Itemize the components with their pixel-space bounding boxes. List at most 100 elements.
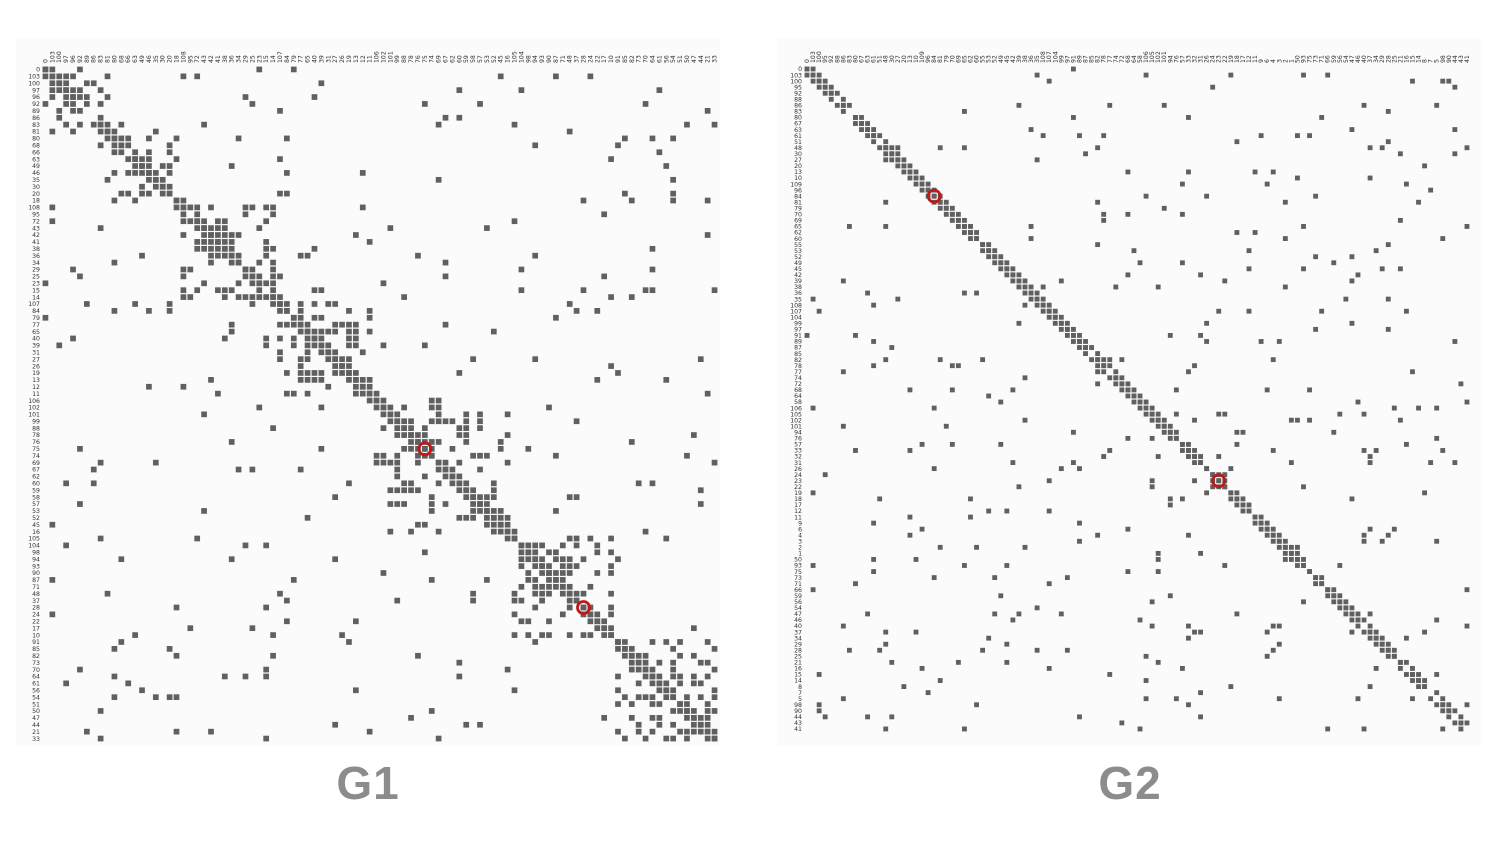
matrix-cell: [1252, 514, 1258, 520]
matrix-cell: [77, 107, 83, 114]
column-tick-label: 58: [1137, 55, 1144, 63]
matrix-cell: [152, 183, 159, 190]
column-tick-label: 102: [1155, 51, 1162, 63]
column-tick-label: 108: [180, 51, 187, 63]
matrix-cell: [111, 308, 118, 314]
matrix-cell: [449, 466, 456, 473]
matrix-cell: [208, 245, 214, 252]
row-tick-label: 107: [790, 308, 802, 315]
column-tick-label: 93: [539, 55, 546, 63]
matrix-cell: [587, 73, 594, 80]
matrix-cell: [1301, 557, 1306, 562]
matrix-cell: [1119, 720, 1125, 726]
matrix-cell: [56, 87, 63, 93]
matrix-cell: [1391, 653, 1397, 659]
row-tick-label: 28: [794, 647, 802, 654]
matrix-cell: [256, 287, 263, 294]
matrix-cell: [962, 230, 967, 235]
matrix-cell: [484, 521, 490, 528]
matrix-cell: [463, 721, 470, 728]
row-tick-label: 42: [794, 272, 802, 279]
column-tick-label: 13: [353, 55, 360, 63]
matrix-cell: [504, 411, 511, 418]
matrix-cell: [804, 72, 810, 78]
matrix-cell: [1379, 538, 1385, 544]
matrix-cell: [532, 639, 539, 645]
matrix-cell: [387, 411, 394, 418]
matrix-cell: [608, 625, 614, 632]
matrix-cell: [456, 487, 463, 494]
matrix-cell: [49, 611, 56, 618]
matrix-cell: [359, 390, 366, 397]
row-tick-label: 4: [798, 532, 802, 539]
matrix-cell: [97, 708, 104, 714]
matrix-cell: [992, 254, 998, 260]
matrix-cell: [1058, 314, 1064, 320]
column-tick-label: 20: [167, 55, 174, 63]
matrix-cell: [325, 383, 332, 390]
matrix-cell: [1198, 629, 1203, 635]
matrix-cell: [435, 418, 442, 425]
matrix-cell: [1464, 224, 1470, 229]
column-tick-label: 56: [663, 55, 670, 63]
row-tick-label: 105: [790, 411, 802, 418]
matrix-cell: [146, 308, 152, 314]
matrix-cell: [1331, 429, 1337, 435]
column-tick-label: 53: [986, 55, 993, 63]
row-tick-label: 60: [794, 236, 802, 243]
row-tick-label: 82: [32, 653, 40, 660]
matrix-cell: [546, 404, 552, 411]
matrix-cell: [484, 514, 490, 521]
matrix-cell: [428, 501, 435, 507]
matrix-cell: [649, 266, 656, 273]
matrix-cell: [553, 508, 559, 514]
matrix-cell: [353, 342, 359, 349]
matrix-cell: [1089, 345, 1095, 350]
adjacency-matrix-g1: 0 103 100 97 96 92 89 86 83 81 80 68 66 63 49 46 35 30 20 1…: [16, 38, 720, 746]
matrix-cell: [1004, 659, 1010, 665]
row-tick-label: 48: [32, 591, 40, 598]
row-tick-label: 102: [28, 405, 40, 412]
matrix-cell: [215, 287, 221, 294]
matrix-cell: [318, 370, 325, 376]
matrix-cell: [194, 239, 201, 245]
matrix-cell: [913, 629, 919, 635]
matrix-cell: [208, 259, 214, 266]
matrix-cell: [42, 314, 49, 321]
column-tick-label: 37: [1367, 55, 1374, 63]
matrix-cell: [608, 632, 614, 638]
matrix-cell: [263, 342, 270, 349]
matrix-cell: [697, 487, 704, 494]
matrix-cell: [194, 204, 201, 211]
matrix-cell: [235, 232, 242, 238]
matrix-cell: [1355, 399, 1361, 405]
matrix-cell: [442, 273, 449, 280]
matrix-cell: [1186, 454, 1191, 459]
matrix-cell: [594, 308, 601, 314]
matrix-cell: [677, 673, 683, 680]
column-tick-label: 85: [1089, 55, 1096, 63]
row-tick-label: 85: [794, 351, 802, 358]
matrix-cell: [139, 687, 145, 694]
matrix-cell: [889, 714, 895, 720]
matrix-cell: [318, 335, 325, 342]
matrix-cell: [477, 466, 483, 473]
matrix-cell: [1004, 266, 1010, 272]
matrix-cell: [1077, 133, 1082, 139]
matrix-cell: [559, 577, 566, 583]
row-tick-label: 59: [32, 487, 40, 494]
matrix-cell: [871, 557, 877, 562]
column-tick-label: 104: [1052, 51, 1059, 63]
row-tick-label: 95: [794, 84, 802, 91]
matrix-cell: [539, 563, 545, 569]
matrix-cell: [1452, 720, 1458, 726]
matrix-cell: [1089, 357, 1095, 363]
matrix-cell: [1010, 272, 1016, 278]
matrix-cell: [955, 211, 961, 217]
matrix-cell: [394, 597, 401, 604]
matrix-cell: [456, 659, 463, 666]
column-tick-label: 50: [1294, 55, 1301, 63]
adjacency-matrix-g2: 0 103 100 95 92 88 86 83 80 67 63 61 51 48 30 27 20 13 10 1…: [778, 38, 1482, 746]
matrix-cell: [1149, 599, 1155, 605]
matrix-cell: [816, 78, 822, 84]
